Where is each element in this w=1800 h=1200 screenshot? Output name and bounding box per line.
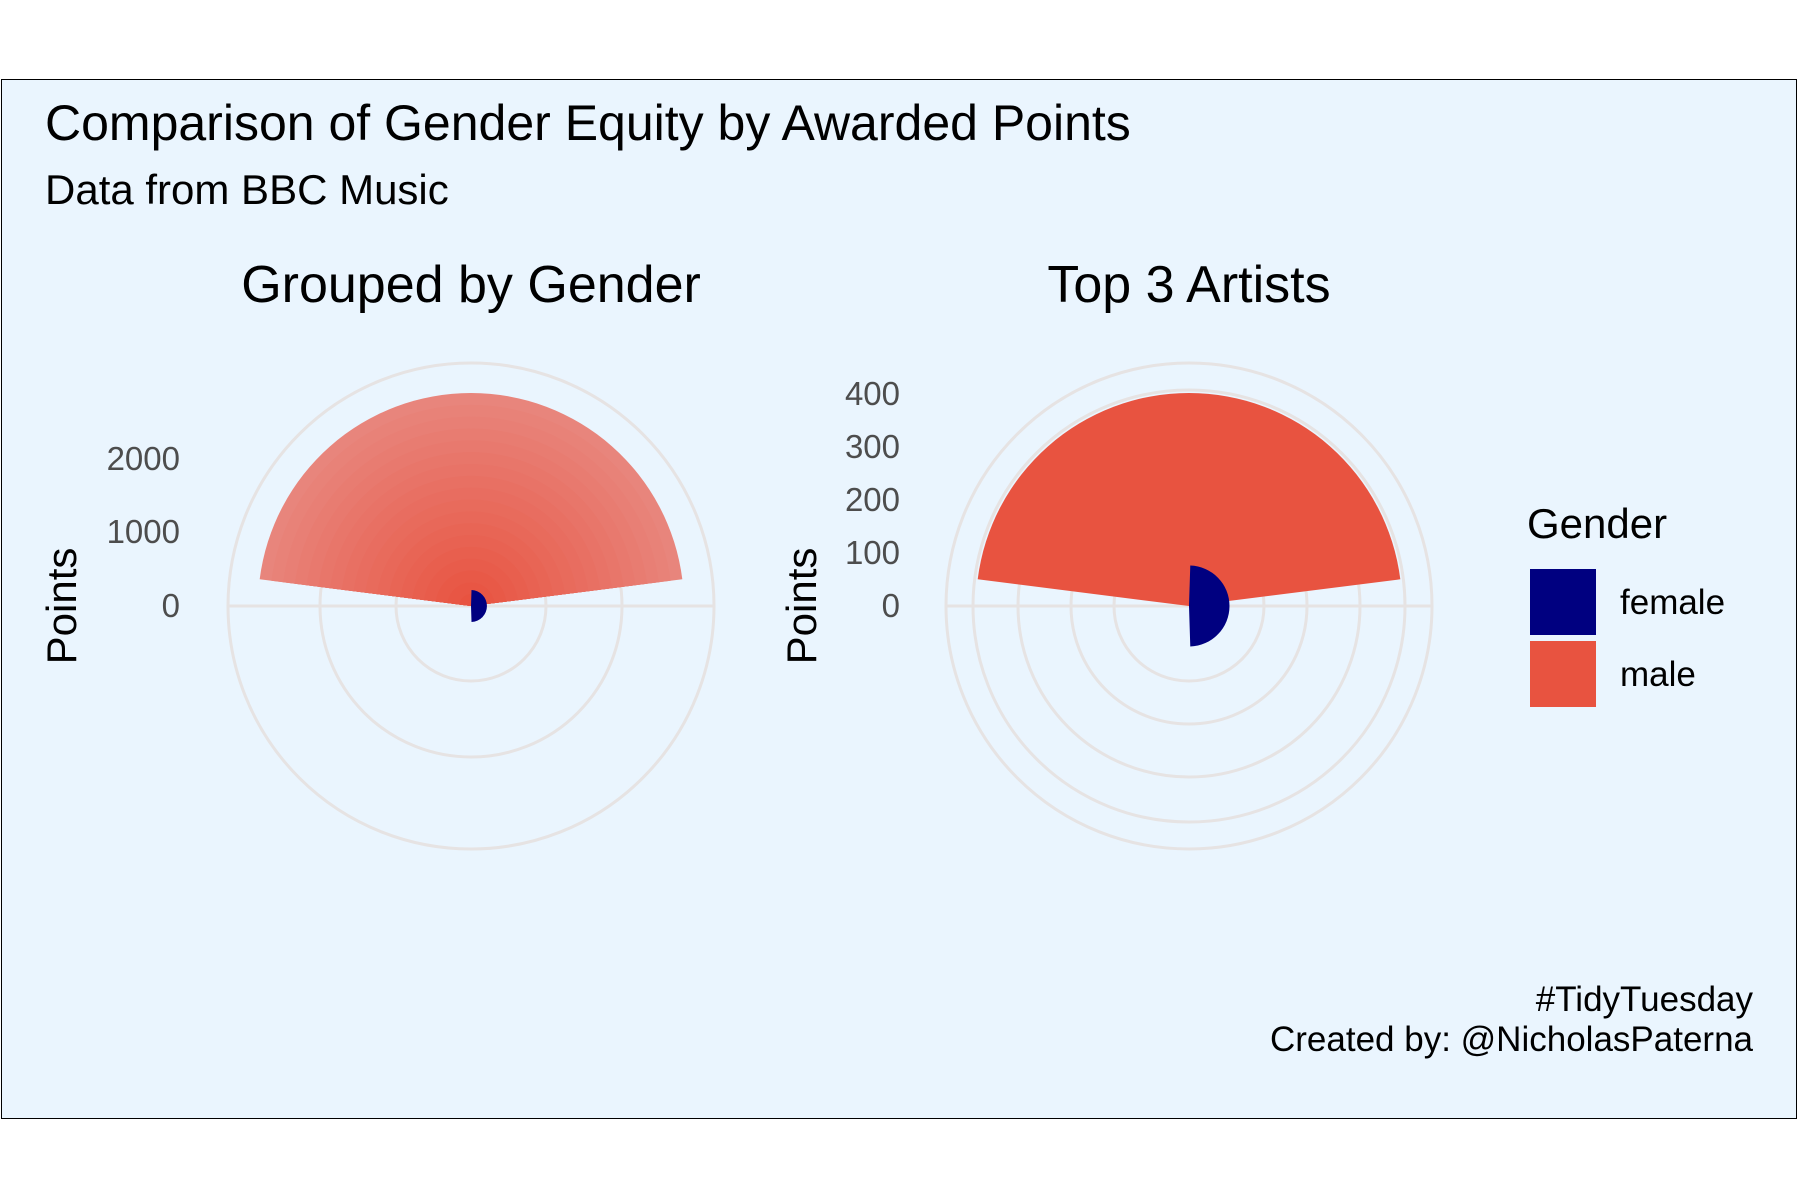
- bar-male: [977, 392, 1401, 606]
- bar-female: [471, 590, 487, 622]
- y-tick-label: 1000: [106, 513, 180, 550]
- y-tick-label: 2000: [106, 440, 180, 477]
- chart-subtitle: Data from BBC Music: [45, 166, 449, 213]
- plot-background: [1, 79, 1797, 1119]
- y-tick-label: 300: [844, 428, 900, 465]
- y-tick-label: 200: [844, 481, 900, 518]
- legend-key-male: [1530, 641, 1596, 707]
- y-tick-label: 0: [881, 587, 900, 624]
- y-tick-label: 100: [844, 534, 900, 571]
- facet-title-grouped-by-gender: Grouped by Gender: [241, 256, 701, 314]
- facet-grouped-by-gender: [226, 361, 716, 851]
- facet-title-top-3-artists: Top 3 Artists: [1047, 256, 1331, 314]
- y-tick-label: 400: [844, 375, 900, 412]
- legend-label-female: female: [1620, 583, 1726, 622]
- caption-author: Created by: @NicholasPaterna: [1270, 1020, 1753, 1059]
- bar-female: [1189, 565, 1230, 647]
- y-tick-label: 0: [161, 587, 180, 624]
- chart-title: Comparison of Gender Equity by Awarded P…: [45, 95, 1131, 151]
- facet-top-3-artists: [944, 361, 1434, 851]
- legend-key-female: [1530, 569, 1596, 635]
- legend-title: Gender: [1527, 500, 1668, 547]
- legend-label-male: male: [1620, 655, 1696, 694]
- caption-hashtag: #TidyTuesday: [1535, 980, 1753, 1019]
